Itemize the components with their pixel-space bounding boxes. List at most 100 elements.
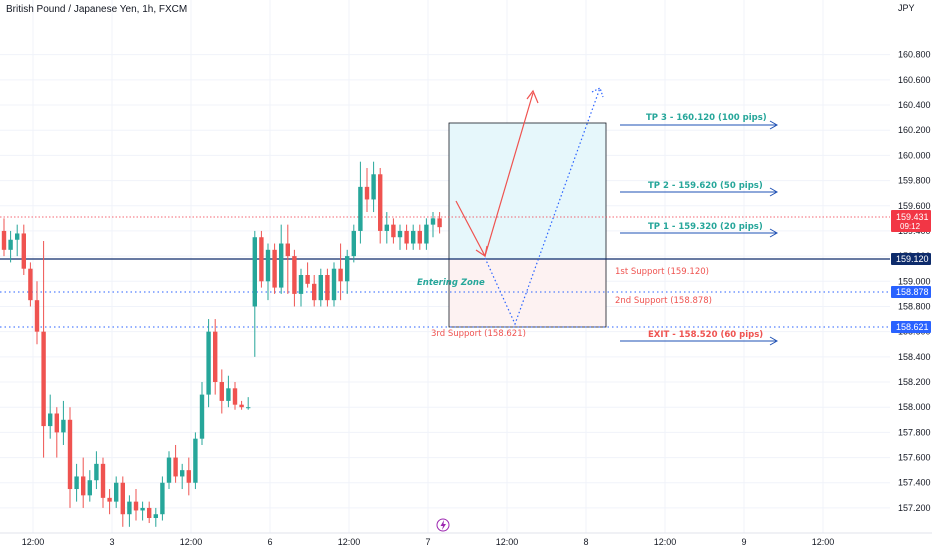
candle <box>338 243 343 301</box>
candle <box>391 218 396 244</box>
candle <box>213 319 218 395</box>
price-tick-label: 158.200 <box>898 377 931 387</box>
candle <box>232 382 238 410</box>
candle <box>265 243 271 301</box>
candle <box>100 457 106 508</box>
price-tick-label: 159.800 <box>898 176 931 186</box>
candle <box>331 262 337 307</box>
last-price-tag: 159.431 09:12 <box>891 210 931 232</box>
candle <box>404 224 409 250</box>
time-tick-label: 12:00 <box>812 537 835 547</box>
candle <box>358 161 363 244</box>
price-tick-label: 160.600 <box>898 75 931 85</box>
candle <box>312 275 317 307</box>
last-price-value: 159.431 <box>896 212 929 222</box>
candle <box>259 230 264 288</box>
time-tick-label: 12:00 <box>654 537 677 547</box>
price-tick-label: 160.000 <box>898 150 931 160</box>
support3-label: 3rd Support (158.621) <box>431 329 526 339</box>
candle <box>21 224 26 275</box>
candle <box>199 382 205 445</box>
candle <box>127 495 132 527</box>
candle <box>378 167 383 244</box>
price-tick-label: 159.000 <box>898 276 931 286</box>
candle <box>430 212 436 238</box>
candle <box>48 394 53 439</box>
candle <box>252 230 257 357</box>
time-tick-label: 6 <box>267 537 272 547</box>
price-tag-159120: 159.120 <box>891 253 931 265</box>
candle <box>54 407 59 458</box>
price-axis-bg[interactable] <box>890 0 932 533</box>
candle <box>371 161 376 213</box>
price-tick-label: 160.800 <box>898 50 931 60</box>
candle <box>153 507 158 527</box>
candle <box>384 212 389 244</box>
tp3-label: TP 3 - 160.120 (100 pips) <box>646 113 767 123</box>
candle <box>107 489 112 515</box>
candle <box>166 451 172 490</box>
candle <box>15 224 20 257</box>
time-tick-label: 12:00 <box>22 537 45 547</box>
target-zone <box>449 123 606 259</box>
candle <box>1 218 7 257</box>
time-tick-label: 8 <box>583 537 588 547</box>
price-tick-label: 158.400 <box>898 352 931 362</box>
support2-label: 2nd Support (158.878) <box>615 296 712 306</box>
price-tick-label: 157.600 <box>898 453 931 463</box>
candle <box>180 463 185 490</box>
candle <box>61 400 66 445</box>
candle <box>67 407 73 508</box>
candle <box>364 167 370 213</box>
projection-blue <box>484 87 604 326</box>
time-tick-label: 3 <box>109 537 114 547</box>
candle <box>397 224 403 250</box>
candle <box>94 451 99 490</box>
candle <box>186 457 191 496</box>
price-tag-158878: 158.878 <box>891 286 931 298</box>
time-tick-label: 9 <box>741 537 746 547</box>
candle <box>41 241 46 458</box>
candle <box>120 476 125 527</box>
candle <box>147 501 152 524</box>
candle <box>279 224 284 294</box>
candle <box>114 476 119 508</box>
candle <box>206 319 211 408</box>
time-tick-label: 7 <box>425 537 430 547</box>
countdown-value: 09:12 <box>900 222 921 231</box>
candle <box>87 470 92 502</box>
candle <box>173 444 178 483</box>
projection-red <box>455 89 539 258</box>
price-tick-label: 157.200 <box>898 503 931 513</box>
candlestick-series <box>1 161 442 527</box>
grid <box>0 0 890 533</box>
candle <box>160 476 165 521</box>
tp2-label: TP 2 - 159.620 (50 pips) <box>648 181 763 191</box>
time-tick-label: 12:00 <box>496 537 519 547</box>
support1-label: 1st Support (159.120) <box>615 267 709 277</box>
candle <box>351 224 356 263</box>
candle <box>424 218 429 250</box>
price-tick-label: 157.400 <box>898 478 931 488</box>
time-axis[interactable]: 12:00 3 12:00 6 12:00 7 12:00 8 12:00 9 12:00 <box>22 537 835 547</box>
candle <box>292 249 297 307</box>
candle <box>140 501 145 521</box>
candle <box>417 224 422 250</box>
lightning-icon[interactable] <box>436 518 450 532</box>
price-tag-158878-value: 158.878 <box>896 287 929 297</box>
candle <box>285 224 290 294</box>
candle <box>325 268 330 307</box>
candle <box>246 397 251 410</box>
chart-title: British Pound / Japanese Yen, 1h, FXCM <box>6 4 188 15</box>
candle <box>305 262 310 288</box>
candle <box>8 230 13 263</box>
candle <box>318 268 323 307</box>
time-tick-label: 12:00 <box>180 537 203 547</box>
entering-zone-label: Entering Zone <box>417 278 485 288</box>
candle <box>74 463 79 502</box>
tp-arrows <box>620 120 779 346</box>
price-tick-label: 159.600 <box>898 201 931 211</box>
price-tick-label: 160.400 <box>898 100 931 110</box>
price-tag-159120-value: 159.120 <box>896 254 929 264</box>
